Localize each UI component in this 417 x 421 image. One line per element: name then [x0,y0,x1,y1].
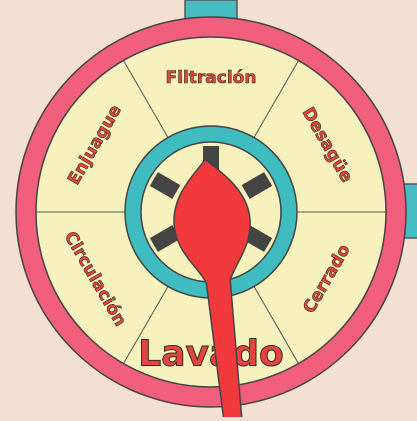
hub-spoke [241,172,273,199]
segment-divider [123,60,169,138]
segment-dividers [36,60,386,364]
hub-spoke [149,172,181,199]
hub-spoke [149,225,181,252]
segment-divider [253,60,299,138]
position-label-0[interactable]: Filtración [165,68,257,89]
position-label-3[interactable]: Lavado [138,333,285,375]
segment-divider [253,286,299,364]
segment-divider [123,286,169,364]
